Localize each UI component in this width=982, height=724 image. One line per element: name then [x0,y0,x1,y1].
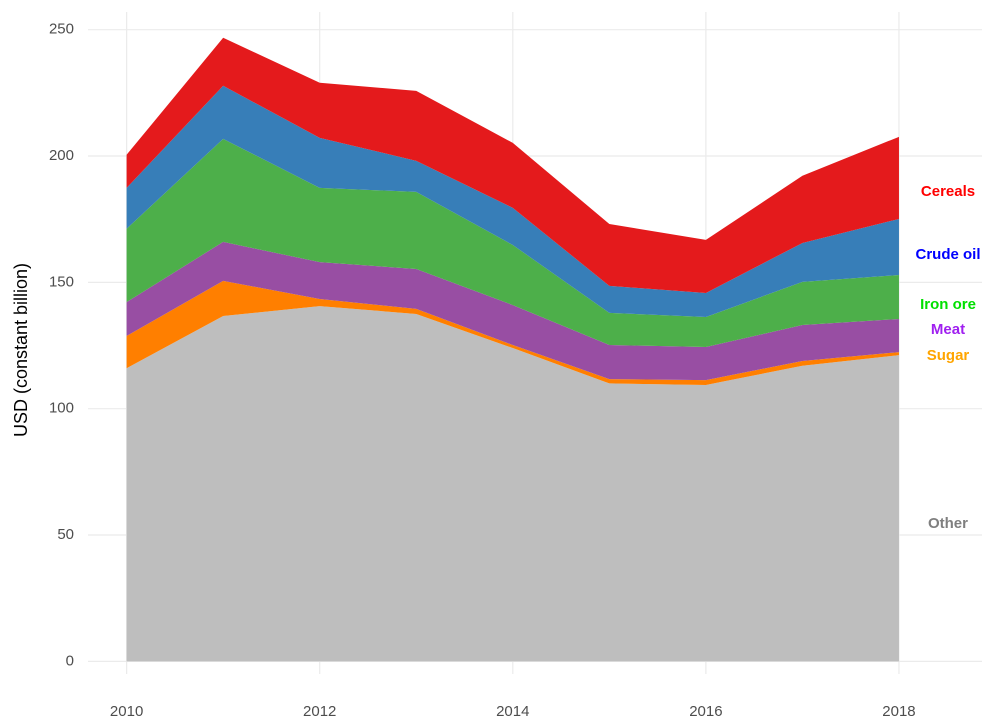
area [126,306,899,662]
series-label: Iron ore [920,296,976,313]
series-label: Other [928,515,968,532]
series-label: Sugar [927,347,970,364]
y-tick-label: 150 [49,273,74,290]
series-label: Meat [931,321,965,338]
area [126,37,899,293]
x-tick-label: 2010 [110,703,143,720]
y-tick-label: 250 [49,21,74,38]
x-tick-label: 2014 [496,703,529,720]
y-tick-label: 200 [49,147,74,164]
area [126,138,899,348]
series-label: Crude oil [915,246,980,263]
x-tick-label: 2016 [689,703,722,720]
x-tick-label: 2012 [303,703,336,720]
y-axis-title: USD (constant billion) [11,263,31,437]
x-tick-label: 2018 [882,703,915,720]
y-tick-label: 100 [49,400,74,417]
y-tick-label: 50 [57,526,74,543]
area [126,85,899,317]
area [126,241,899,381]
series-label: Cereals [921,183,975,200]
y-tick-label: 0 [66,652,74,669]
